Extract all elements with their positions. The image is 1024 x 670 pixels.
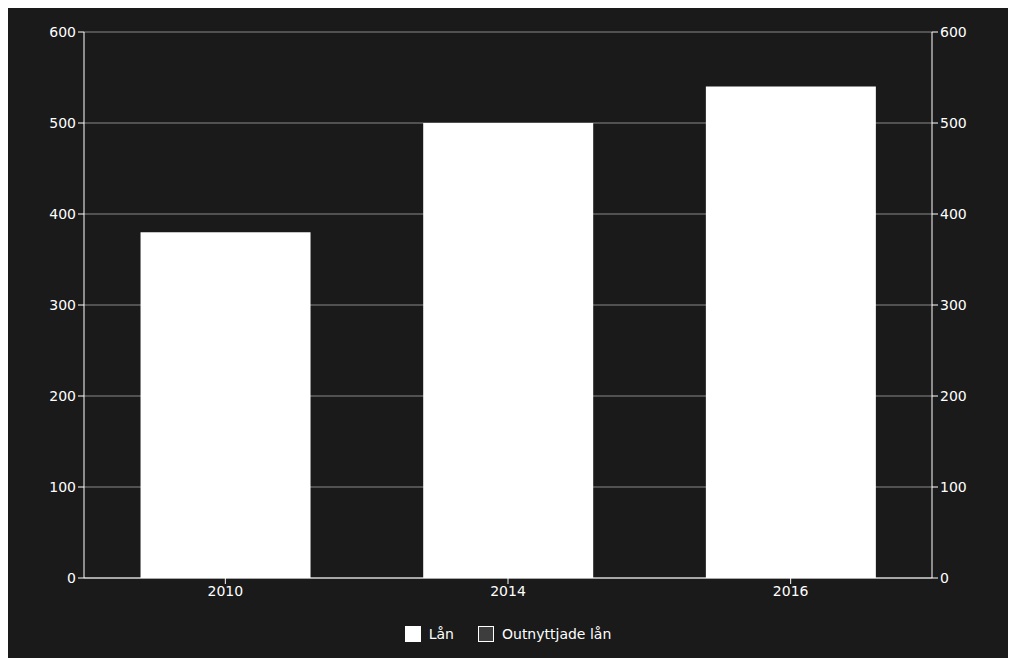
svg-text:0: 0 bbox=[940, 570, 949, 586]
svg-text:100: 100 bbox=[940, 479, 967, 495]
html-text:Outnyttjade lån: Outnyttjade lån bbox=[502, 626, 612, 642]
svg-text:400: 400 bbox=[49, 206, 76, 222]
svg-text:300: 300 bbox=[49, 297, 76, 313]
svg-text:500: 500 bbox=[49, 115, 76, 131]
svg-text:600: 600 bbox=[940, 24, 967, 40]
svg-text:0: 0 bbox=[67, 570, 76, 586]
svg-text:2014: 2014 bbox=[490, 583, 526, 599]
svg-text:400: 400 bbox=[940, 206, 967, 222]
svg-text:600: 600 bbox=[49, 24, 76, 40]
svg-text:500: 500 bbox=[940, 115, 967, 131]
svg-text:200: 200 bbox=[49, 388, 76, 404]
svg-text:100: 100 bbox=[49, 479, 76, 495]
svg-text:2010: 2010 bbox=[208, 583, 244, 599]
svg-text:2016: 2016 bbox=[773, 583, 809, 599]
html-text:Lån: Lån bbox=[428, 626, 454, 642]
svg-text:200: 200 bbox=[940, 388, 967, 404]
svg-text:300: 300 bbox=[940, 297, 967, 313]
